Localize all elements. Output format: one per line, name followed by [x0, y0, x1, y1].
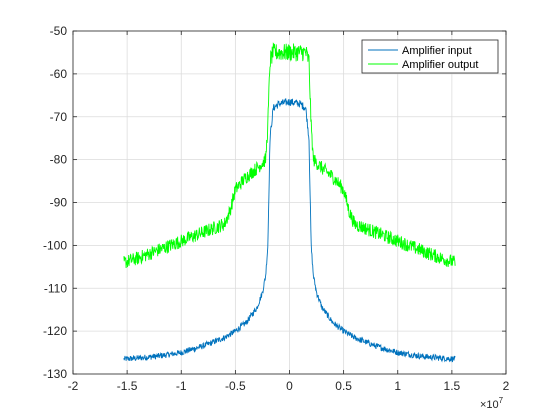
x-axis-multiplier-exponent: 7	[499, 396, 504, 405]
x-axis-ticks: -2 -1.5 -1 -0.5 0 0.5 1 1.5 2	[68, 31, 510, 393]
x-tick-label: -2	[68, 379, 79, 393]
y-tick-label: -100	[43, 238, 67, 252]
legend: Amplifier input Amplifier output	[361, 39, 499, 74]
x-axis-multiplier-base: ×10	[480, 399, 499, 411]
y-tick-label: -70	[50, 110, 68, 124]
y-tick-label: -50	[50, 24, 68, 38]
y-axis-ticks: -50 -60 -70 -80 -90 -100 -110 -120 -130	[43, 24, 506, 381]
x-tick-label: -1.5	[117, 379, 138, 393]
x-tick-label: 1	[394, 379, 401, 393]
x-axis-multiplier: ×107	[480, 396, 504, 411]
y-tick-label: -110	[44, 281, 67, 295]
series-line-amplifier-output	[123, 42, 456, 268]
x-tick-label: 0.5	[335, 379, 352, 393]
x-tick-label: 2	[503, 379, 510, 393]
legend-label: Amplifier output	[402, 59, 478, 71]
y-tick-label: -90	[50, 196, 68, 210]
x-tick-label: 1.5	[444, 379, 461, 393]
y-tick-label: -120	[43, 324, 67, 338]
x-tick-label: 0	[286, 379, 293, 393]
x-tick-label: -1	[176, 379, 187, 393]
legend-label: Amplifier input	[402, 45, 472, 57]
x-tick-label: -0.5	[225, 379, 246, 393]
series-group	[123, 42, 456, 363]
legend-box	[361, 39, 499, 74]
series-line-amplifier-input	[123, 98, 456, 363]
y-tick-label: -80	[50, 153, 68, 167]
y-tick-label: -60	[50, 67, 68, 81]
y-tick-label: -130	[43, 367, 67, 381]
